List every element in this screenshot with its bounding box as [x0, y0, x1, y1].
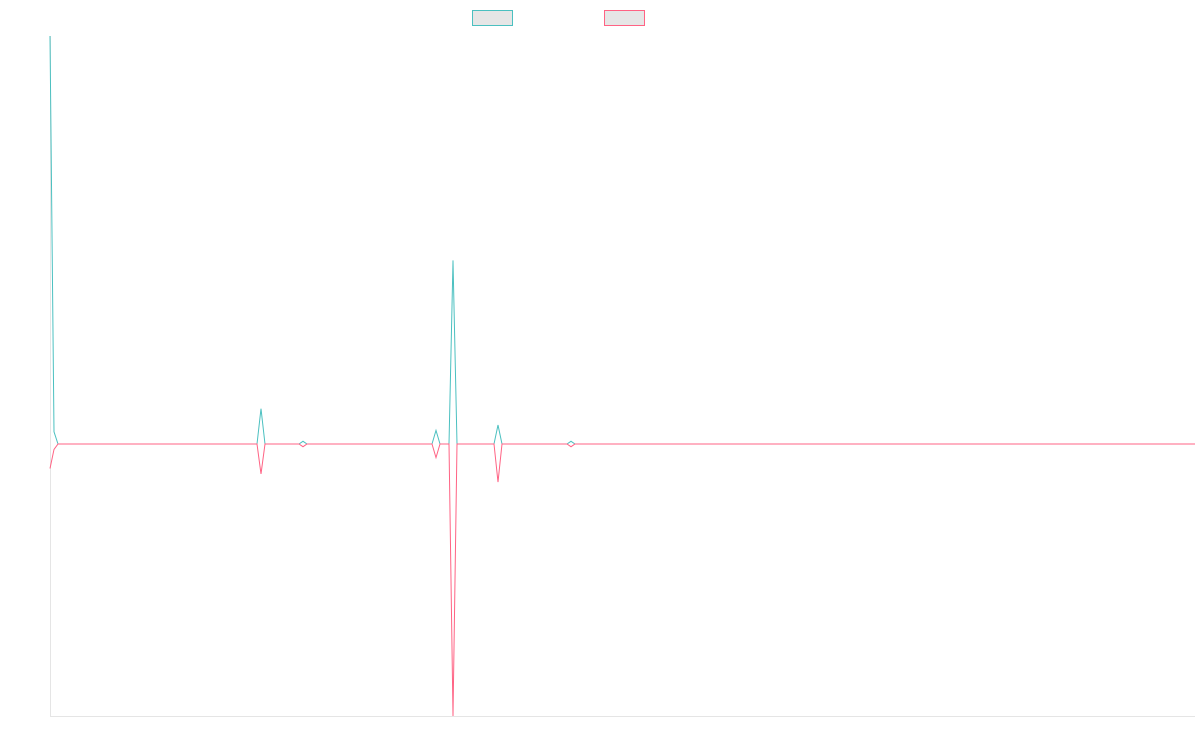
legend-swatch	[472, 10, 513, 26]
legend-swatch	[604, 10, 645, 26]
series-line	[49, 35, 1195, 445]
series-line	[49, 443, 1195, 717]
